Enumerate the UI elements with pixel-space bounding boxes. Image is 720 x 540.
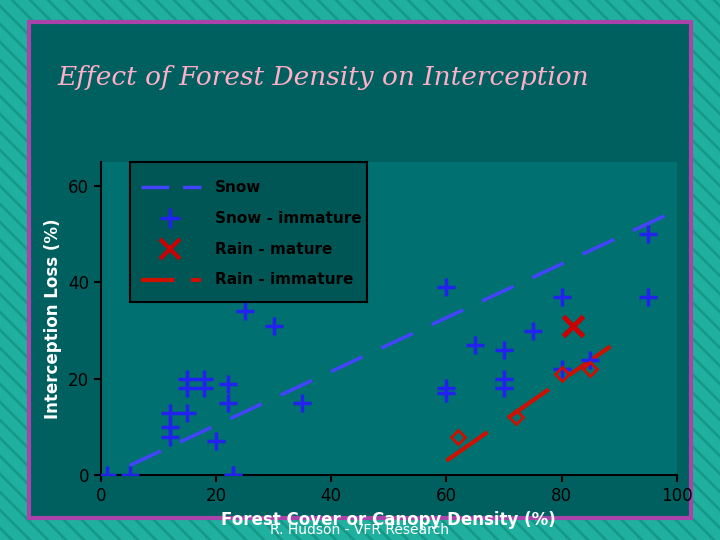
- X-axis label: Forest Cover or Canopy Density (%): Forest Cover or Canopy Density (%): [222, 510, 556, 529]
- Text: Snow: Snow: [215, 180, 261, 195]
- Text: R. Hudson - VFR Research: R. Hudson - VFR Research: [271, 523, 449, 537]
- Y-axis label: Interception Loss (%): Interception Loss (%): [45, 218, 63, 419]
- Text: Rain - mature: Rain - mature: [215, 241, 333, 256]
- Text: Rain - immature: Rain - immature: [215, 273, 354, 287]
- Text: Effect of Forest Density on Interception: Effect of Forest Density on Interception: [58, 65, 589, 90]
- Text: Snow - immature: Snow - immature: [215, 211, 361, 226]
